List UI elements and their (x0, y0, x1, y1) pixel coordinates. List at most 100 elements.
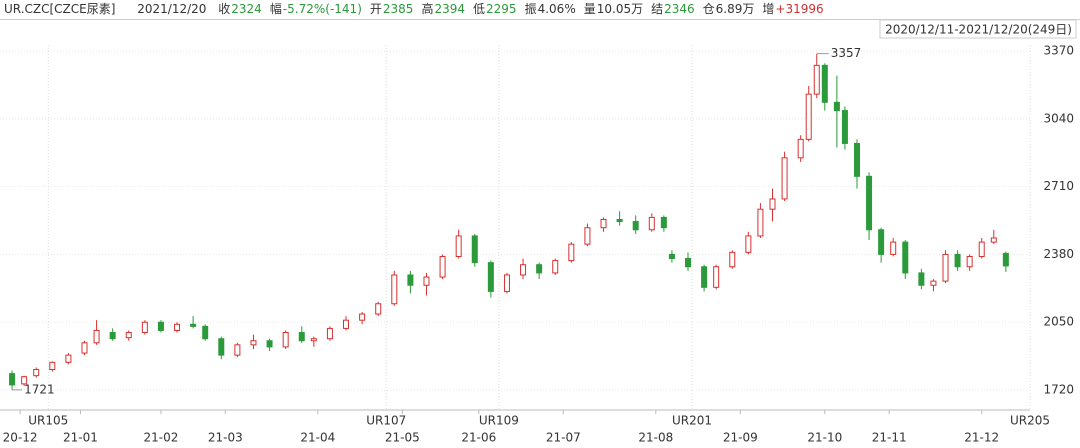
y-tick-label: 3370 (1043, 43, 1074, 57)
range-box (879, 19, 1077, 39)
x-tick-label: 21-02 (144, 431, 179, 445)
range-label: 2020/12/11-2021/12/20(249日) (885, 23, 1072, 37)
field-label: 增 (762, 2, 775, 16)
quote-field: 开2385 (370, 2, 414, 16)
field-label: 振 (524, 2, 537, 16)
candle-body (729, 251, 736, 268)
field-label: 量 (583, 2, 596, 16)
x-tick-label: 21-01 (63, 431, 98, 445)
candle-body (584, 227, 591, 245)
quote-field: 增+31996 (762, 2, 823, 16)
candle-body (218, 338, 225, 356)
candle-body (745, 235, 752, 253)
candle-body (49, 361, 56, 371)
candle-body (781, 157, 788, 200)
field-label: 开 (369, 2, 382, 16)
field-label: 结 (651, 2, 664, 16)
min-label: 1721 (24, 382, 55, 396)
field-value: 2324 (231, 2, 262, 16)
candle-body (966, 255, 973, 268)
field-label: 仓 (702, 2, 715, 16)
field-label: 低 (473, 2, 486, 16)
x-tick-label: 21-08 (638, 431, 673, 445)
candle-body (833, 101, 840, 112)
candle-body (407, 274, 414, 286)
candle-body (125, 332, 132, 339)
quote-field: 振4.06% (525, 2, 576, 16)
candle-body (648, 216, 655, 231)
candle-body (902, 241, 909, 274)
candle-body (660, 216, 667, 229)
field-value: 6.89万 (715, 2, 755, 16)
field-value: 2394 (434, 2, 466, 16)
candle-body (536, 264, 543, 274)
candle-body (942, 253, 949, 282)
quote-header: UR.CZC[CZCE尿素] 2021/12/20 收2324 幅-5.72%(-… (0, 0, 1080, 20)
candle-body (990, 237, 997, 243)
candle-body (821, 64, 828, 103)
contract-label: UR205 (1010, 414, 1050, 428)
candle-body (310, 338, 317, 342)
candle-body (600, 218, 607, 229)
candle-body (455, 235, 462, 257)
candle-body (266, 340, 273, 348)
candle-body (190, 323, 197, 327)
candle-body (866, 175, 873, 231)
candle-body (954, 253, 961, 268)
candle-body (81, 342, 88, 354)
candle-body (202, 325, 209, 340)
candle-body (326, 327, 333, 340)
x-tick-label: 21-11 (872, 431, 907, 445)
y-tick-label: 2380 (1043, 247, 1074, 261)
quote-field: 收2324 (218, 2, 262, 16)
candle-body (568, 243, 575, 262)
candle-body (930, 280, 937, 286)
x-tick-label: 21-03 (208, 431, 243, 445)
x-tick-label: 21-09 (723, 431, 758, 445)
candle-body (685, 258, 692, 268)
candle-body (250, 340, 257, 346)
quote-field: 仓6.89万 (703, 2, 755, 16)
field-value: 4.06% (537, 2, 576, 16)
candle-body (890, 241, 897, 255)
field-value: -5.72%(-141) (282, 2, 362, 16)
quote-field: 幅-5.72%(-141) (270, 2, 362, 16)
date: 2021/12/20 (137, 2, 207, 16)
field-value: 2295 (486, 2, 517, 16)
quote-field: 高2394 (421, 2, 465, 16)
candle-body (701, 266, 708, 288)
candle-body (668, 253, 675, 260)
candle-body (375, 303, 382, 315)
quote-field: 低2295 (473, 2, 517, 16)
field-label: 高 (421, 2, 434, 16)
x-tick-label: 20-12 (3, 431, 38, 445)
candle-body (423, 276, 430, 286)
candle-body (298, 332, 305, 342)
x-tick-label: 21-10 (807, 431, 842, 445)
contract-label: UR105 (28, 414, 68, 428)
candle-body (918, 272, 925, 286)
candle-body (93, 329, 100, 344)
contract-label: UR201 (672, 414, 712, 428)
candle-body (65, 354, 72, 363)
y-tick-label: 2050 (1043, 315, 1074, 329)
contract-label: UR107 (366, 414, 406, 428)
symbol: UR.CZC[CZCE尿素] (4, 2, 116, 16)
candle-body (853, 142, 860, 177)
candle-body (878, 229, 885, 255)
candle-body (33, 369, 40, 377)
field-value: 10.05万 (596, 2, 644, 16)
field-label: 收 (218, 2, 231, 16)
candle-body (813, 64, 820, 95)
contract-label: UR109 (479, 414, 519, 428)
candle-body (520, 264, 527, 276)
candle-body (21, 376, 28, 385)
field-value: 2385 (382, 2, 414, 16)
candle-body (391, 274, 398, 305)
candle-body (439, 255, 446, 278)
candle-body (487, 262, 494, 292)
candle-body (769, 198, 776, 210)
y-tick-label: 1720 (1043, 383, 1074, 397)
candle-body (503, 274, 510, 292)
